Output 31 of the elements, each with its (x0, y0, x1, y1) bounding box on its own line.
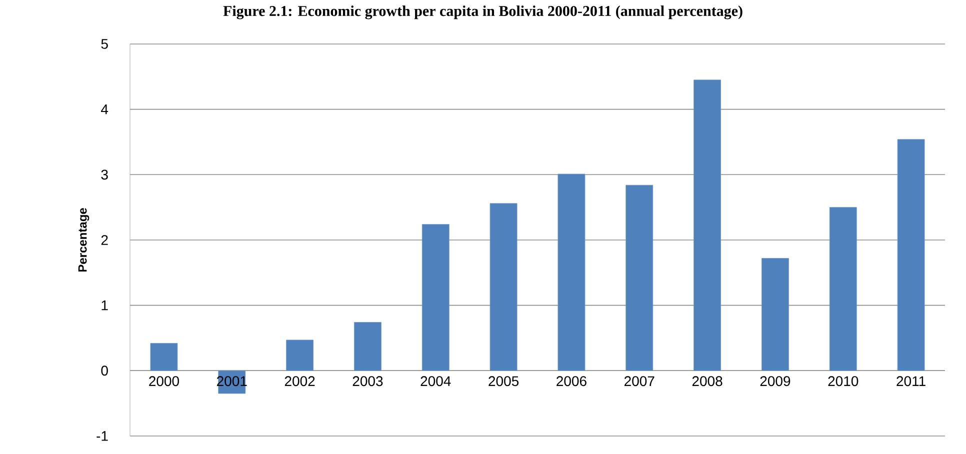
x-tick-label: 2002 (284, 376, 315, 386)
y-axis-title: Percentage (78, 208, 90, 272)
bar (694, 80, 721, 371)
chart-title: Figure 2.1: Economic growth per capita in Bolivia 2000-2011 (annual percentage) (223, 6, 742, 20)
x-tick-label: 2005 (488, 376, 519, 386)
x-tick-label: 2003 (352, 376, 383, 386)
y-tick-label: 1 (102, 300, 108, 310)
bar (150, 343, 178, 371)
x-tick-label: 2010 (828, 376, 858, 386)
bar (286, 340, 314, 371)
y-tick-label: 5 (101, 39, 108, 49)
bar (558, 174, 586, 371)
bar (762, 258, 789, 371)
y-tick-label: 3 (101, 170, 108, 180)
bar (626, 184, 654, 371)
x-tick-label: 2008 (692, 376, 722, 386)
x-tick-label: 2009 (760, 376, 790, 386)
x-tick-label: 2011 (896, 376, 926, 386)
x-tick-label: 2006 (556, 376, 586, 386)
x-tick-label: 2007 (624, 376, 654, 386)
x-tick-label: 2004 (420, 376, 451, 386)
y-tick-label: 2 (101, 235, 108, 245)
y-tick-label: 4 (101, 104, 108, 114)
bar (897, 139, 925, 371)
bar (354, 322, 382, 371)
x-tick-label: 2000 (149, 376, 179, 386)
y-tick-label: 0 (101, 366, 108, 376)
bar (422, 224, 450, 371)
bar (490, 203, 518, 371)
bar (829, 207, 857, 371)
y-tick-label: -1 (96, 431, 108, 441)
